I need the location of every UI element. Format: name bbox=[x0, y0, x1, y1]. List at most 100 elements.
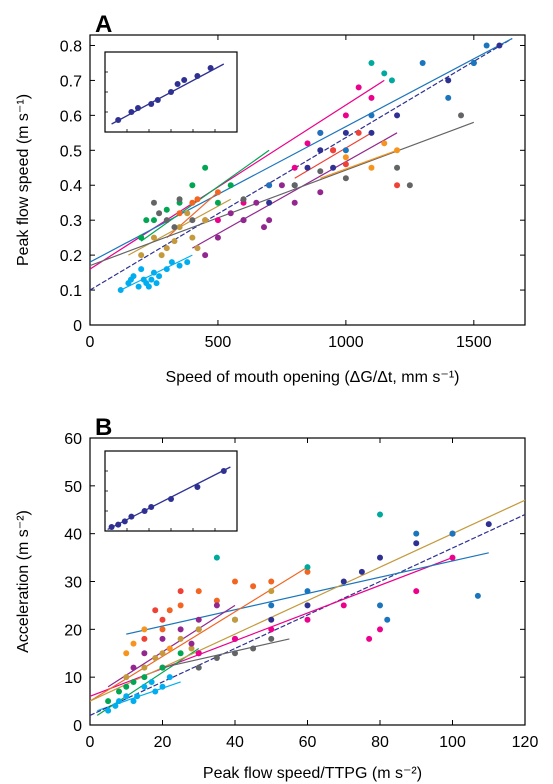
y-axis-label: Peak flow speed (m s⁻¹) bbox=[15, 94, 32, 266]
data-point bbox=[153, 280, 160, 287]
fit-line bbox=[162, 638, 290, 669]
fit-line bbox=[140, 149, 270, 242]
data-point bbox=[176, 196, 183, 203]
data-point bbox=[176, 224, 183, 231]
inset-data-point bbox=[194, 73, 201, 79]
data-point bbox=[355, 129, 362, 136]
data-point bbox=[253, 199, 260, 206]
data-point bbox=[261, 224, 267, 231]
data-point bbox=[342, 112, 349, 119]
inset-data-point bbox=[220, 468, 227, 474]
data-point bbox=[291, 199, 298, 206]
data-point bbox=[381, 70, 388, 77]
data-point bbox=[377, 602, 383, 609]
data-point bbox=[445, 77, 452, 84]
data-point bbox=[368, 129, 375, 136]
x-tick-label: 120 bbox=[512, 734, 539, 751]
y-tick-label: 40 bbox=[64, 527, 82, 544]
data-point bbox=[123, 693, 130, 700]
y-tick-label: 50 bbox=[64, 479, 82, 496]
data-point bbox=[266, 199, 273, 206]
data-point bbox=[377, 626, 383, 633]
data-point bbox=[116, 698, 122, 705]
panel-label: A bbox=[95, 11, 112, 38]
data-point bbox=[159, 650, 166, 657]
data-point bbox=[342, 161, 349, 168]
data-point bbox=[152, 607, 159, 614]
data-point bbox=[177, 626, 184, 633]
data-point bbox=[394, 147, 401, 154]
inset-data-point bbox=[194, 484, 201, 490]
data-point bbox=[232, 578, 238, 585]
inset-data-point bbox=[108, 524, 115, 530]
y-tick-label: 0 bbox=[73, 718, 82, 735]
x-tick-label: 1500 bbox=[456, 334, 492, 351]
data-point bbox=[163, 245, 170, 252]
data-point bbox=[232, 616, 238, 623]
data-point bbox=[141, 683, 148, 690]
data-point bbox=[141, 635, 148, 642]
data-point bbox=[388, 77, 395, 84]
data-point bbox=[317, 168, 324, 175]
data-point bbox=[163, 206, 170, 213]
data-point bbox=[291, 182, 298, 189]
fit-line bbox=[90, 37, 513, 291]
y-tick-label: 0.2 bbox=[60, 248, 82, 265]
plot-area bbox=[90, 499, 525, 716]
data-point bbox=[188, 645, 195, 652]
y-tick-label: 20 bbox=[64, 622, 82, 639]
data-point bbox=[195, 588, 202, 595]
data-point bbox=[214, 189, 221, 196]
data-point bbox=[368, 59, 375, 66]
data-point bbox=[123, 683, 130, 690]
data-point bbox=[342, 154, 349, 161]
data-point bbox=[130, 640, 137, 647]
inset-data-point bbox=[121, 518, 128, 525]
data-point bbox=[138, 234, 145, 241]
data-point bbox=[268, 602, 275, 609]
data-point bbox=[232, 635, 238, 642]
y-tick-label: 0 bbox=[73, 318, 82, 335]
data-point bbox=[150, 199, 157, 206]
data-point bbox=[150, 269, 157, 276]
data-point bbox=[202, 217, 209, 224]
data-point bbox=[163, 217, 170, 224]
data-point bbox=[148, 276, 155, 283]
data-point bbox=[384, 616, 391, 623]
data-point bbox=[159, 626, 166, 633]
data-point bbox=[166, 645, 173, 652]
data-point bbox=[449, 530, 456, 537]
data-point bbox=[138, 266, 145, 273]
data-point bbox=[213, 602, 220, 609]
inset-data-point bbox=[148, 504, 155, 510]
data-point bbox=[240, 217, 247, 224]
data-point bbox=[123, 650, 130, 657]
data-point bbox=[159, 664, 166, 671]
data-point bbox=[166, 674, 173, 681]
data-point bbox=[168, 259, 175, 266]
data-point bbox=[496, 42, 503, 49]
x-tick-label: 100 bbox=[439, 734, 466, 751]
data-point bbox=[152, 655, 159, 662]
data-point bbox=[268, 578, 275, 585]
inset-data-point bbox=[168, 89, 174, 95]
data-point bbox=[195, 650, 202, 657]
data-point bbox=[368, 94, 375, 101]
x-tick-label: 20 bbox=[154, 734, 172, 751]
data-point bbox=[130, 678, 137, 685]
data-point bbox=[130, 664, 137, 671]
x-tick-label: 1000 bbox=[328, 334, 364, 351]
inset-data-point bbox=[154, 97, 161, 103]
data-point bbox=[458, 112, 465, 119]
data-point bbox=[355, 84, 362, 91]
panel-a: A 0 500 1000 1500 0 0.1 0.2 0.3 0.4 0.5 0.6 0.7 0.8 Sp… bbox=[15, 11, 526, 386]
data-point bbox=[227, 182, 234, 189]
data-point bbox=[250, 583, 257, 590]
data-point bbox=[150, 234, 157, 241]
x-axis-label: Peak flow speed/TTPG (m s⁻²) bbox=[203, 765, 422, 782]
data-point bbox=[194, 196, 201, 203]
data-point bbox=[304, 140, 311, 147]
data-point bbox=[158, 252, 165, 259]
data-point bbox=[138, 252, 145, 259]
data-point bbox=[483, 42, 490, 49]
